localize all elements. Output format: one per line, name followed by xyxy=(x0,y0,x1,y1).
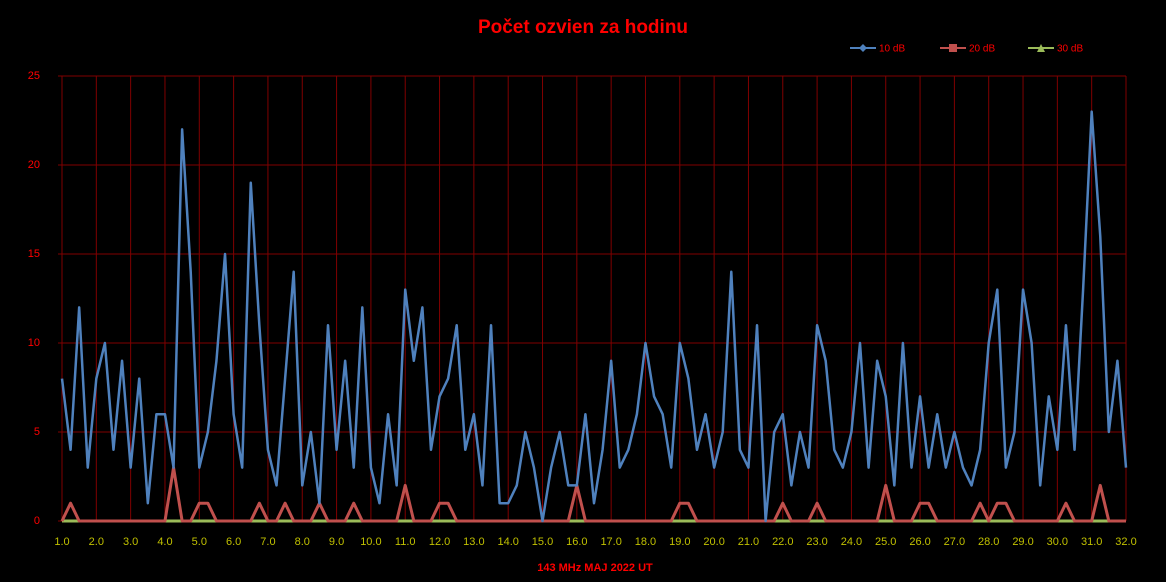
y-tick-label: 10 xyxy=(28,337,40,349)
x-tick-label: 4.0 xyxy=(157,536,172,548)
x-tick-label: 18.0 xyxy=(635,536,656,548)
x-tick-label: 8.0 xyxy=(295,536,310,548)
legend-label: 20 dB xyxy=(969,44,995,55)
x-tick-label: 25.0 xyxy=(875,536,896,548)
x-tick-label: 22.0 xyxy=(772,536,793,548)
series-line xyxy=(60,466,1126,523)
legend-marker xyxy=(859,44,867,52)
x-tick-label: 30.0 xyxy=(1047,536,1068,548)
x-axis-title: 143 MHz MAJ 2022 UT xyxy=(537,562,653,574)
x-tick-label: 15.0 xyxy=(532,536,553,548)
legend-label: 30 dB xyxy=(1057,44,1083,55)
x-tick-label: 28.0 xyxy=(978,536,999,548)
x-tick-label: 1.0 xyxy=(54,536,69,548)
y-tick-label: 20 xyxy=(28,159,40,171)
x-tick-label: 11.0 xyxy=(395,536,416,548)
x-tick-label: 16.0 xyxy=(566,536,587,548)
x-tick-label: 13.0 xyxy=(463,536,484,548)
legend-marker xyxy=(1037,44,1045,52)
legend-label: 10 dB xyxy=(879,44,905,55)
x-tick-label: 20.0 xyxy=(703,536,724,548)
y-tick-label: 5 xyxy=(34,426,40,438)
x-tick-label: 3.0 xyxy=(123,536,138,548)
y-tick-label: 25 xyxy=(28,70,40,82)
x-tick-label: 29.0 xyxy=(1012,536,1033,548)
x-tick-label: 2.0 xyxy=(89,536,104,548)
x-tick-label: 23.0 xyxy=(806,536,827,548)
x-tick-label: 21.0 xyxy=(738,536,759,548)
x-tick-label: 31.0 xyxy=(1081,536,1102,548)
x-tick-label: 14.0 xyxy=(497,536,518,548)
x-tick-label: 7.0 xyxy=(260,536,275,548)
x-tick-label: 5.0 xyxy=(192,536,207,548)
series-line xyxy=(60,110,1128,523)
x-tick-label: 26.0 xyxy=(909,536,930,548)
legend-marker xyxy=(949,44,957,52)
chart-title: Počet ozvien za hodinu xyxy=(478,17,688,38)
x-tick-label: 10.0 xyxy=(360,536,381,548)
x-tick-label: 19.0 xyxy=(669,536,690,548)
x-tick-label: 6.0 xyxy=(226,536,241,548)
x-tick-label: 9.0 xyxy=(329,536,344,548)
x-tick-label: 27.0 xyxy=(944,536,965,548)
x-tick-label: 24.0 xyxy=(841,536,862,548)
x-tick-label: 32.0 xyxy=(1115,536,1136,548)
y-tick-label: 15 xyxy=(28,248,40,260)
x-tick-label: 12.0 xyxy=(429,536,450,548)
x-tick-label: 17.0 xyxy=(600,536,621,548)
y-tick-label: 0 xyxy=(34,515,40,527)
